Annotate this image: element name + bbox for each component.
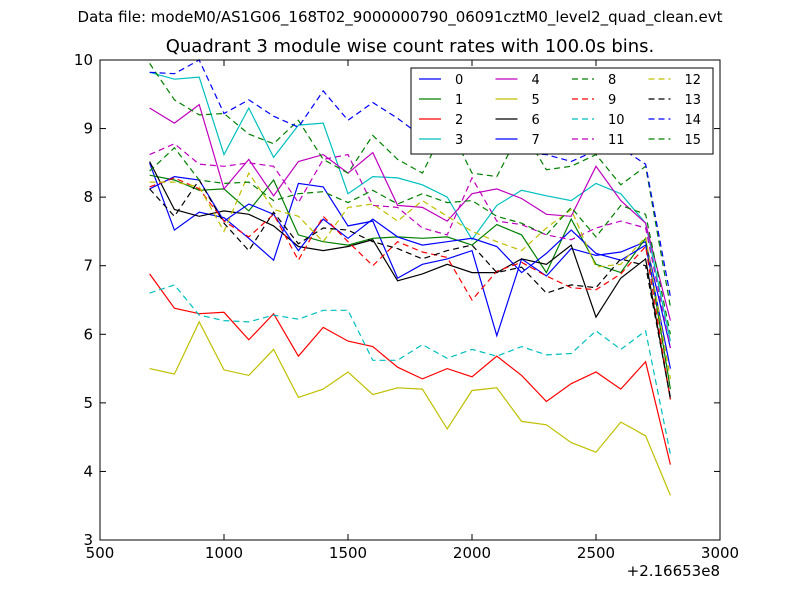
y-tick-label: 3 <box>83 531 93 549</box>
legend-label-3: 3 <box>455 133 463 148</box>
legend-label-7: 7 <box>532 133 540 148</box>
series-line-6 <box>149 161 671 400</box>
legend-label-14: 14 <box>685 113 702 128</box>
legend-label-10: 10 <box>608 113 625 128</box>
legend-box <box>410 67 714 155</box>
series-line-0 <box>149 162 671 349</box>
legend-label-4: 4 <box>532 73 540 88</box>
legend-label-2: 2 <box>455 113 463 128</box>
legend-label-6: 6 <box>532 113 540 128</box>
x-tick-label: 3000 <box>701 544 739 562</box>
series-line-2 <box>149 273 671 465</box>
y-tick-label: 4 <box>83 462 93 480</box>
x-tick-label: 1500 <box>329 544 367 562</box>
chart-title: Quadrant 3 module wise count rates with … <box>165 36 655 57</box>
series-line-12 <box>149 171 671 380</box>
series-layer <box>149 59 671 496</box>
legend-label-13: 13 <box>685 93 702 108</box>
series-line-13 <box>149 178 671 398</box>
series-line-4 <box>149 103 671 321</box>
y-tick-label: 10 <box>74 51 93 69</box>
legend-label-1: 1 <box>455 93 463 108</box>
legend-label-8: 8 <box>608 73 616 88</box>
x-offset-label: +2.16653e8 <box>627 562 720 580</box>
legend-label-15: 15 <box>685 133 702 148</box>
legend-label-5: 5 <box>532 93 540 108</box>
series-line-8 <box>149 63 671 308</box>
y-tick-label: 7 <box>83 257 93 275</box>
x-tick-label: 500 <box>86 544 115 562</box>
x-tick-label: 1000 <box>205 544 243 562</box>
series-line-10 <box>149 284 671 455</box>
series-line-11 <box>149 143 671 349</box>
legend-label-12: 12 <box>685 73 702 88</box>
x-tick-label: 2000 <box>453 544 491 562</box>
figure-suptitle: Data file: modeM0/AS1G06_168T02_90000007… <box>77 8 723 26</box>
y-tick-label: 6 <box>83 325 93 343</box>
legend-label-0: 0 <box>455 73 463 88</box>
axes-layer: 500 1000 1500 2000 2500 3000345678910+2.16653… <box>74 51 739 580</box>
y-tick-label: 5 <box>83 394 93 412</box>
series-line-7 <box>149 175 671 369</box>
x-tick-label: 2500 <box>577 544 615 562</box>
legend-label-11: 11 <box>608 133 625 148</box>
legend-label-9: 9 <box>608 93 616 108</box>
series-line-15 <box>149 146 671 335</box>
y-tick-label: 8 <box>83 188 93 206</box>
series-line-14 <box>149 59 671 297</box>
plot-frame <box>99 59 721 541</box>
series-line-1 <box>149 174 671 390</box>
series-line-5 <box>149 320 671 496</box>
y-tick-label: 9 <box>83 120 93 138</box>
